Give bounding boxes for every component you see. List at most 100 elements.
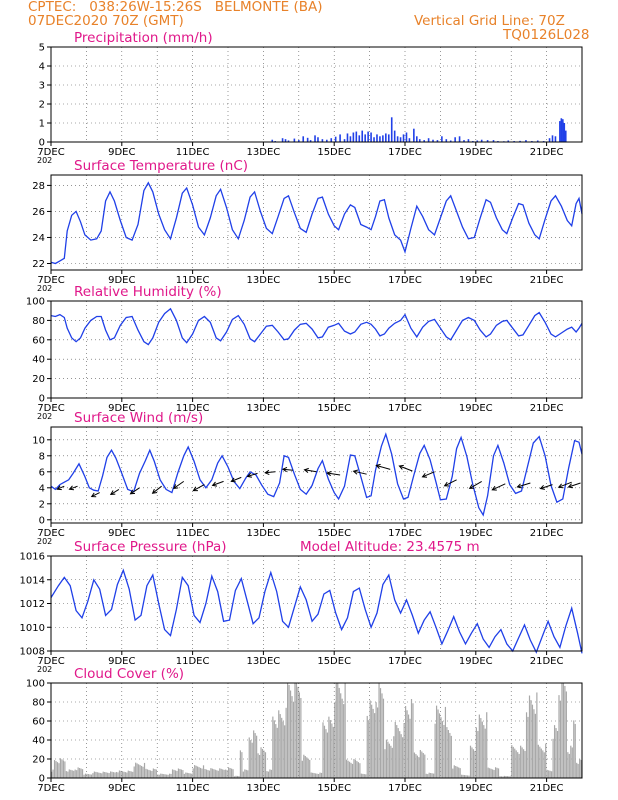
cloud-bar <box>225 769 227 778</box>
cloud-bar <box>307 758 309 778</box>
cloud-bar <box>140 765 143 778</box>
cloud-bar <box>348 761 351 778</box>
cloud-bar <box>524 750 526 778</box>
precip-bar <box>326 139 328 142</box>
cloud-bar <box>399 731 401 778</box>
precip-bar <box>293 138 296 142</box>
cloud-bar <box>198 767 200 778</box>
wind-vector <box>152 485 162 494</box>
cloud-bar <box>112 772 115 778</box>
cloud-bar <box>409 718 411 778</box>
wind-vector-head <box>539 484 545 490</box>
cloud-bar <box>309 759 311 778</box>
pres-ytick-label: 1014 <box>20 575 45 586</box>
wind-vector <box>558 481 572 488</box>
cloud-bar <box>233 776 236 778</box>
cloud-bar <box>551 771 553 778</box>
cloud-bar <box>226 770 228 778</box>
cloud-xtick-label: 7DEC <box>37 783 64 794</box>
cloud-bar <box>514 748 516 778</box>
cloud-ytick-label: 20 <box>32 755 45 766</box>
cloud-bar <box>570 745 572 778</box>
cloud-bar <box>266 771 268 778</box>
pres-panel: 1008 1010 1012 1014 1016 7DEC 9DEC 11DEC 13DEC 15… <box>20 539 583 674</box>
cloud-bar <box>372 708 374 778</box>
precip-bar <box>321 139 324 142</box>
cloud-bar <box>192 768 194 778</box>
cloud-bar <box>93 771 95 778</box>
cloud-bar <box>263 750 265 778</box>
cloud-bar <box>145 768 147 778</box>
cloud-bar <box>61 759 63 778</box>
pres-ytick-label: 1016 <box>20 552 45 563</box>
cloud-xtick-label: 13DEC <box>247 783 281 794</box>
cloud-bar <box>406 710 408 778</box>
cloud-bar <box>312 772 314 778</box>
wind-ytick-label: 0 <box>39 515 45 526</box>
header-datetime: 07DEC2020 70Z (GMT) <box>28 13 184 29</box>
wind-ytick-label: 6 <box>39 467 45 478</box>
cloud-bar <box>573 720 575 778</box>
precip-year-label: 202 <box>37 156 52 165</box>
precip-bar <box>382 135 384 142</box>
cloud-bar <box>497 768 500 778</box>
cloud-bar <box>56 762 59 778</box>
precip-bar <box>346 133 349 142</box>
cloud-bar <box>51 771 53 778</box>
temp-xtick-label: 21DEC <box>530 275 564 286</box>
cloud-bar <box>146 769 149 778</box>
cloud-bar <box>52 769 54 778</box>
cloud-bar <box>230 768 233 778</box>
cloud-bar <box>105 772 107 778</box>
cloud-bar <box>59 758 62 778</box>
cloud-bar <box>455 766 457 778</box>
cloud-bar <box>164 774 166 778</box>
cloud-bar <box>461 774 463 778</box>
cloud-bar <box>543 752 545 778</box>
cloud-bar <box>247 770 249 778</box>
cloud-bar <box>319 772 321 778</box>
cloud-bar <box>174 770 177 778</box>
cloud-bar <box>80 768 82 778</box>
cloud-bar <box>329 720 331 778</box>
wind-vector <box>353 470 367 475</box>
wind-panel: 0 2 4 6 8 10 7DEC 9DEC 11DEC 13DEC 15DEC 17DEC 19DEC… <box>32 410 583 546</box>
precip-bar <box>492 140 495 142</box>
cloud-bar <box>369 700 371 778</box>
wind-xtick-label: 11DEC <box>176 528 210 539</box>
cloud-ytick-label: 60 <box>32 717 45 728</box>
pres-xtick-label: 11DEC <box>176 656 210 667</box>
cloud-bar <box>536 692 538 778</box>
wind-vector <box>247 472 258 477</box>
precip-bar <box>427 138 430 142</box>
cloud-bar <box>447 730 449 778</box>
cloud-bar <box>378 683 380 778</box>
cloud-title: Cloud Cover (%) <box>74 666 184 682</box>
cloud-bar <box>180 769 182 778</box>
precip-bar <box>423 140 425 142</box>
precip-bar <box>454 137 456 142</box>
precip-bar <box>436 140 439 142</box>
wind-vector <box>444 479 457 487</box>
cloud-bar <box>508 776 510 778</box>
wind-vector <box>91 492 100 498</box>
precip-bar <box>525 140 527 142</box>
wind-vector <box>265 471 276 474</box>
cloud-bar <box>571 747 573 778</box>
rh-title: Relative Humidity (%) <box>74 284 222 300</box>
cloud-bar <box>269 769 271 778</box>
cloud-bar <box>132 771 134 778</box>
cloud-ytick-label: 80 <box>32 698 45 709</box>
cloud-bar <box>509 776 511 778</box>
wind-vector-head <box>421 472 428 478</box>
cloud-bar <box>413 752 416 778</box>
cloud-bar <box>337 683 339 778</box>
cloud-bar <box>207 770 209 778</box>
cloud-bar <box>166 774 168 778</box>
cloud-bar <box>525 712 528 778</box>
cloud-bar <box>189 773 191 778</box>
cloud-xtick-label: 21DEC <box>530 783 564 794</box>
cloud-bar <box>303 754 305 778</box>
temp-title: Surface Temperature (nC) <box>74 158 248 174</box>
